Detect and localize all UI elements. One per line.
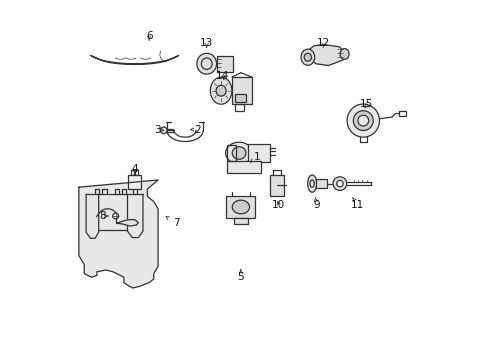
Ellipse shape	[307, 175, 316, 192]
Polygon shape	[91, 55, 178, 64]
Ellipse shape	[353, 111, 372, 130]
Polygon shape	[303, 45, 346, 66]
Text: 5: 5	[237, 269, 244, 282]
Ellipse shape	[113, 213, 118, 219]
Ellipse shape	[210, 77, 231, 104]
Bar	[233, 218, 247, 224]
Ellipse shape	[196, 53, 216, 74]
Bar	[231, 77, 251, 104]
Ellipse shape	[339, 49, 348, 59]
Bar	[269, 175, 284, 196]
Bar	[234, 94, 245, 102]
Text: 6: 6	[145, 31, 152, 41]
Ellipse shape	[225, 142, 252, 164]
Text: 3: 3	[154, 125, 163, 135]
Text: 4: 4	[131, 164, 138, 174]
Bar	[135, 170, 138, 175]
Ellipse shape	[346, 104, 379, 137]
Ellipse shape	[232, 147, 245, 159]
Ellipse shape	[357, 115, 368, 126]
Bar	[235, 104, 244, 111]
Text: 9: 9	[312, 197, 319, 210]
Ellipse shape	[332, 177, 346, 190]
Bar	[247, 144, 269, 162]
Bar	[226, 196, 255, 218]
Text: 7: 7	[166, 216, 179, 228]
Text: 13: 13	[200, 38, 213, 48]
Bar	[398, 111, 405, 116]
Text: 8: 8	[99, 211, 108, 221]
Text: 10: 10	[272, 200, 285, 210]
Ellipse shape	[301, 49, 314, 66]
Text: 11: 11	[350, 197, 364, 210]
Text: 12: 12	[316, 38, 330, 48]
Bar	[216, 56, 232, 72]
Bar	[227, 145, 236, 161]
Text: 15: 15	[360, 99, 373, 109]
Ellipse shape	[336, 180, 343, 187]
Ellipse shape	[232, 200, 249, 214]
Polygon shape	[161, 127, 166, 134]
Polygon shape	[79, 180, 158, 288]
Bar	[316, 179, 326, 188]
Text: 2: 2	[190, 125, 201, 135]
Ellipse shape	[216, 85, 225, 96]
Bar	[128, 175, 141, 189]
Bar	[131, 170, 134, 175]
Text: 14: 14	[216, 71, 229, 81]
Ellipse shape	[304, 53, 311, 61]
Polygon shape	[117, 220, 138, 226]
Bar	[227, 161, 261, 173]
Text: 1: 1	[250, 152, 260, 162]
